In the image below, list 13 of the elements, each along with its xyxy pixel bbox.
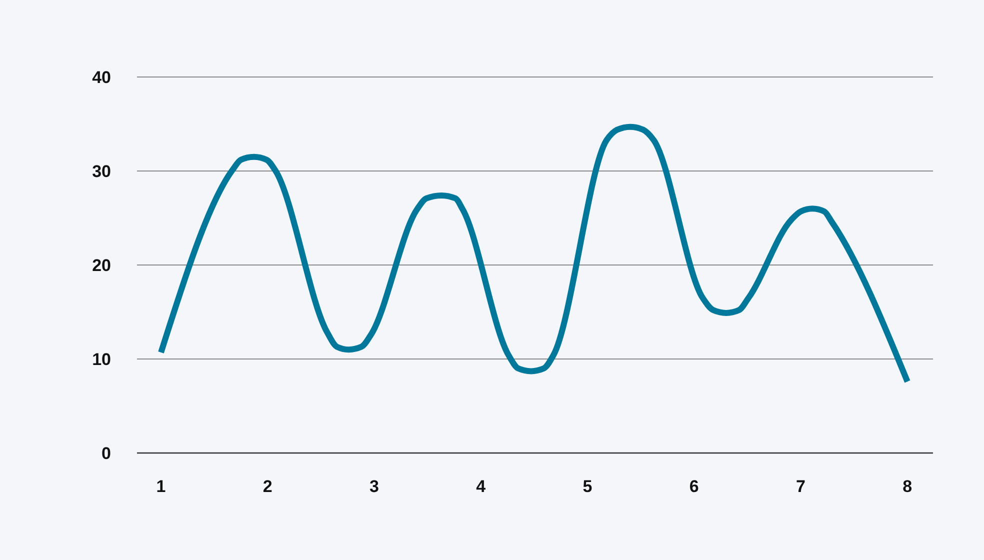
y-tick-label: 40	[92, 68, 111, 87]
x-tick-label: 5	[582, 476, 592, 496]
x-tick-label: 7	[796, 476, 806, 496]
x-tick-label: 3	[370, 476, 379, 496]
x-tick-label: 6	[689, 476, 699, 496]
x-tick-label: 8	[902, 476, 912, 496]
x-tick-label: 4	[476, 476, 486, 496]
x-tick-label: 1	[156, 476, 166, 496]
x-tick-label: 2	[262, 476, 272, 496]
y-tick-label: 30	[92, 162, 111, 181]
y-tick-label: 10	[92, 350, 111, 369]
y-tick-label: 20	[92, 256, 111, 275]
y-tick-label: 0	[102, 444, 111, 463]
